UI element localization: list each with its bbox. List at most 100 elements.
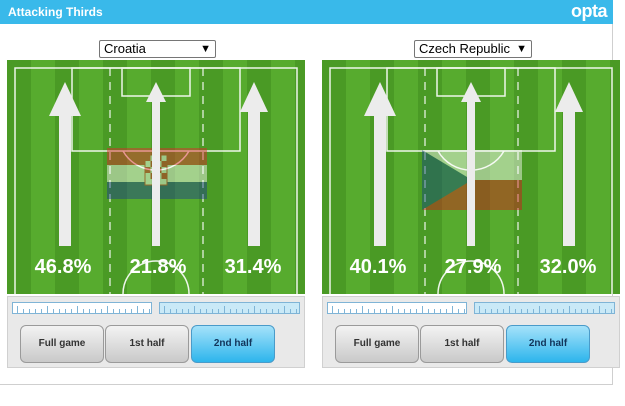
second-half-button[interactable]: 2nd half — [191, 325, 275, 363]
timeline-tick — [515, 309, 516, 313]
chevron-down-icon: ▼ — [516, 43, 527, 55]
timeline-tick — [428, 309, 429, 313]
timeline-tick — [284, 306, 285, 313]
timeline-second-half[interactable] — [159, 302, 300, 314]
timeline-tick — [230, 309, 231, 313]
timeline-tick — [350, 309, 351, 313]
timeline-tick — [545, 309, 546, 313]
timeline-tick — [200, 309, 201, 313]
timeline-tick — [569, 306, 570, 313]
timeline-tick — [170, 309, 171, 313]
pitch-markings — [329, 67, 613, 294]
timeline-tick — [131, 309, 132, 313]
timeline-first-half[interactable] — [327, 302, 467, 314]
timeline-tick — [212, 309, 213, 313]
timeline-tick — [605, 309, 606, 313]
timeline-tick — [503, 309, 504, 313]
team-select[interactable]: Czech Republic ▼ — [414, 40, 532, 58]
arrows — [364, 82, 583, 246]
team-select-value: Czech Republic — [419, 41, 511, 56]
timeline-tick — [107, 306, 108, 313]
timeline-tick — [464, 309, 465, 313]
timeline-tick — [485, 309, 486, 313]
timeline-tick — [266, 309, 267, 313]
timeline-tick — [149, 309, 150, 313]
timeline-tick — [509, 306, 510, 313]
timeline-tick — [53, 309, 54, 313]
widget-title: Attacking Thirds — [8, 5, 103, 19]
timeline-tick — [59, 309, 60, 313]
timeline-tick — [404, 309, 405, 313]
timeline-tick — [29, 309, 30, 313]
right-third-percentage: 31.4% — [224, 256, 282, 278]
timeline-tick — [398, 309, 399, 313]
center-third-percentage: 27.9% — [444, 256, 502, 278]
timeline-tick — [272, 309, 273, 313]
team-select-value: Croatia — [104, 41, 146, 56]
timeline-tick — [491, 309, 492, 313]
timeline-tick — [143, 309, 144, 313]
timeline-tick — [188, 309, 189, 313]
timeline-tick — [95, 309, 96, 313]
timeline-tick — [356, 309, 357, 313]
timeline-tick — [71, 309, 72, 313]
timeline-tick — [17, 306, 18, 313]
timeline-tick — [47, 306, 48, 313]
right-third-percentage: 32.0% — [539, 256, 597, 278]
timeline-tick — [362, 306, 363, 313]
timeline-tick — [368, 309, 369, 313]
timeline-tick — [521, 309, 522, 313]
timeline-tick — [527, 309, 528, 313]
timeline-tick — [242, 309, 243, 313]
arrows — [49, 82, 268, 246]
timeline-tick — [410, 309, 411, 313]
timeline-first-half[interactable] — [12, 302, 152, 314]
timeline-tick — [344, 309, 345, 313]
timeline-tick — [440, 309, 441, 313]
timeline-tick — [479, 306, 480, 313]
timeline-tick — [416, 309, 417, 313]
timeline-tick — [446, 309, 447, 313]
pitch — [322, 60, 620, 294]
timeline-tick — [587, 309, 588, 313]
timeline-tick — [458, 309, 459, 313]
timeline-tick — [290, 309, 291, 313]
timeline-tick — [497, 309, 498, 313]
timeline-tick — [35, 309, 36, 313]
timeline-tick — [611, 309, 612, 313]
team-select[interactable]: Croatia ▼ — [99, 40, 216, 58]
full-game-button[interactable]: Full game — [335, 325, 419, 363]
timeline-tick — [260, 309, 261, 313]
timeline-tick — [278, 309, 279, 313]
timeline-tick — [296, 309, 297, 313]
full-game-button[interactable]: Full game — [20, 325, 104, 363]
timeline-tick — [137, 306, 138, 313]
pitch — [7, 60, 305, 294]
timeline-tick — [206, 309, 207, 313]
first-half-button[interactable]: 1st half — [420, 325, 504, 363]
pitch-markings — [14, 67, 298, 294]
timeline-tick — [254, 306, 255, 313]
timeline-tick — [89, 309, 90, 313]
panel-czech-republic: Czech Republic ▼ — [322, 0, 620, 406]
timeline-tick — [539, 306, 540, 313]
timeline-tick — [338, 309, 339, 313]
timeline-tick — [125, 309, 126, 313]
timeline-tick — [557, 309, 558, 313]
timeline-tick — [236, 309, 237, 313]
second-half-button[interactable]: 2nd half — [506, 325, 590, 363]
timeline-tick — [392, 306, 393, 313]
timeline-tick — [599, 306, 600, 313]
timeline-tick — [113, 309, 114, 313]
chevron-down-icon: ▼ — [200, 43, 211, 55]
timeline-second-half[interactable] — [474, 302, 615, 314]
timeline-tick — [434, 309, 435, 313]
timeline-tick — [563, 309, 564, 313]
first-half-button[interactable]: 1st half — [105, 325, 189, 363]
timeline-tick — [374, 309, 375, 313]
timeline-tick — [386, 309, 387, 313]
timeline-tick — [422, 306, 423, 313]
timeline-tick — [194, 306, 195, 313]
left-third-percentage: 46.8% — [34, 256, 92, 278]
timeline-tick — [119, 309, 120, 313]
